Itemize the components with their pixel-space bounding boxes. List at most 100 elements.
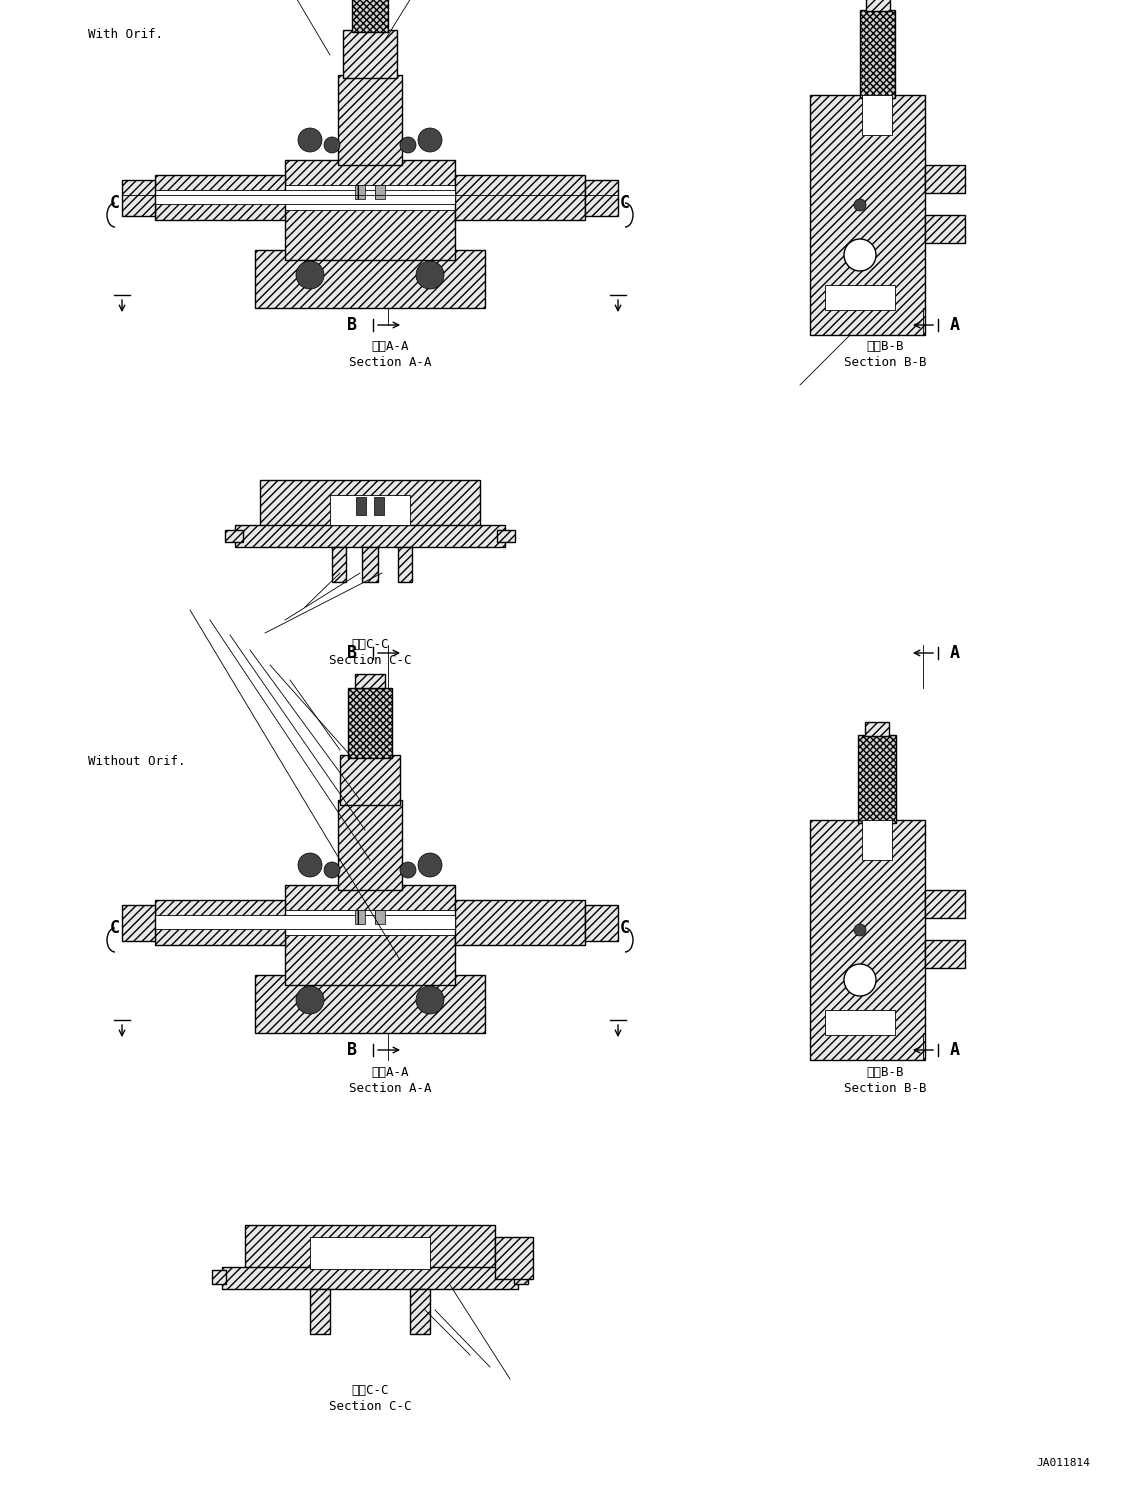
Bar [455, 900, 586, 944]
Bar [285, 885, 455, 985]
Bar [332, 548, 346, 582]
Bar [338, 800, 402, 891]
Bar [352, 0, 388, 31]
Text: 断面B-B: 断面B-B [866, 1065, 904, 1079]
Text: A: A [951, 645, 960, 662]
Bar [340, 755, 400, 806]
Bar [926, 891, 965, 918]
Text: 断面B-B: 断面B-B [866, 340, 904, 354]
Text: Without Orif.: Without Orif. [88, 755, 185, 768]
Bar [355, 910, 365, 924]
Bar [356, 497, 366, 515]
Bar [862, 95, 893, 134]
Circle shape [296, 261, 324, 289]
Circle shape [844, 964, 875, 997]
Circle shape [854, 924, 866, 935]
Bar [586, 906, 619, 941]
Text: A: A [951, 1041, 960, 1059]
Text: Section C-C: Section C-C [329, 1399, 412, 1413]
Text: 断面A-A: 断面A-A [372, 1065, 408, 1079]
Bar [398, 548, 412, 582]
Text: Section C-C: Section C-C [329, 655, 412, 667]
Bar [375, 910, 385, 924]
Bar [355, 674, 385, 688]
Circle shape [418, 128, 442, 152]
Circle shape [296, 986, 324, 1015]
Circle shape [400, 862, 416, 877]
Bar [260, 480, 480, 530]
Bar [255, 974, 485, 1032]
Circle shape [324, 137, 340, 154]
Bar [225, 530, 243, 542]
Bar [825, 285, 895, 310]
Circle shape [298, 128, 322, 152]
Bar [362, 548, 377, 582]
Text: A: A [951, 316, 960, 334]
Bar [495, 1237, 533, 1279]
Circle shape [324, 862, 340, 877]
Bar [926, 940, 965, 968]
Bar [155, 900, 285, 944]
Text: C: C [620, 919, 630, 937]
Text: B: B [347, 1041, 357, 1059]
Bar [858, 736, 896, 824]
Circle shape [418, 853, 442, 877]
Bar [860, 10, 895, 98]
Text: With Orif.: With Orif. [88, 28, 163, 40]
Circle shape [854, 198, 866, 210]
Text: 断面C-C: 断面C-C [351, 1383, 389, 1397]
Bar [285, 160, 455, 260]
Bar [862, 821, 893, 859]
Bar [410, 1289, 430, 1334]
Circle shape [416, 986, 445, 1015]
Bar [155, 189, 455, 204]
Bar [255, 251, 485, 307]
Bar [926, 166, 965, 192]
Bar [122, 181, 155, 216]
Bar [310, 1237, 430, 1270]
Bar [348, 688, 392, 758]
Bar [244, 1225, 495, 1277]
Bar [355, 185, 365, 198]
Circle shape [844, 239, 875, 272]
Text: Section A-A: Section A-A [349, 357, 431, 370]
Bar [285, 185, 455, 210]
Bar [343, 30, 397, 78]
Bar [497, 530, 515, 542]
Bar [865, 722, 889, 736]
Bar [285, 910, 455, 935]
Bar [222, 1267, 518, 1289]
Text: C: C [110, 919, 121, 937]
Text: C: C [620, 194, 630, 212]
Circle shape [400, 137, 416, 154]
Text: Section B-B: Section B-B [844, 1082, 927, 1095]
Text: JA011814: JA011814 [1036, 1458, 1090, 1468]
Text: Section A-A: Section A-A [349, 1082, 431, 1095]
Circle shape [416, 261, 445, 289]
Bar [926, 215, 965, 243]
Bar [375, 185, 385, 198]
Bar [310, 1289, 330, 1334]
Text: 断面A-A: 断面A-A [372, 340, 408, 354]
Text: Section B-B: Section B-B [844, 357, 927, 370]
Bar [155, 915, 455, 930]
Text: 断面C-C: 断面C-C [351, 639, 389, 652]
Bar [810, 821, 926, 1059]
Bar [211, 1270, 226, 1285]
Bar [810, 95, 926, 336]
Bar [235, 525, 505, 548]
Bar [338, 75, 402, 166]
Bar [374, 497, 384, 515]
Text: B: B [347, 316, 357, 334]
Text: B: B [347, 645, 357, 662]
Bar [586, 181, 619, 216]
Bar [825, 1010, 895, 1035]
Bar [122, 906, 155, 941]
Bar [155, 175, 285, 219]
Bar [455, 175, 586, 219]
Bar [514, 1270, 528, 1285]
Circle shape [298, 853, 322, 877]
Bar [866, 0, 890, 10]
Text: C: C [110, 194, 121, 212]
Bar [330, 495, 410, 525]
